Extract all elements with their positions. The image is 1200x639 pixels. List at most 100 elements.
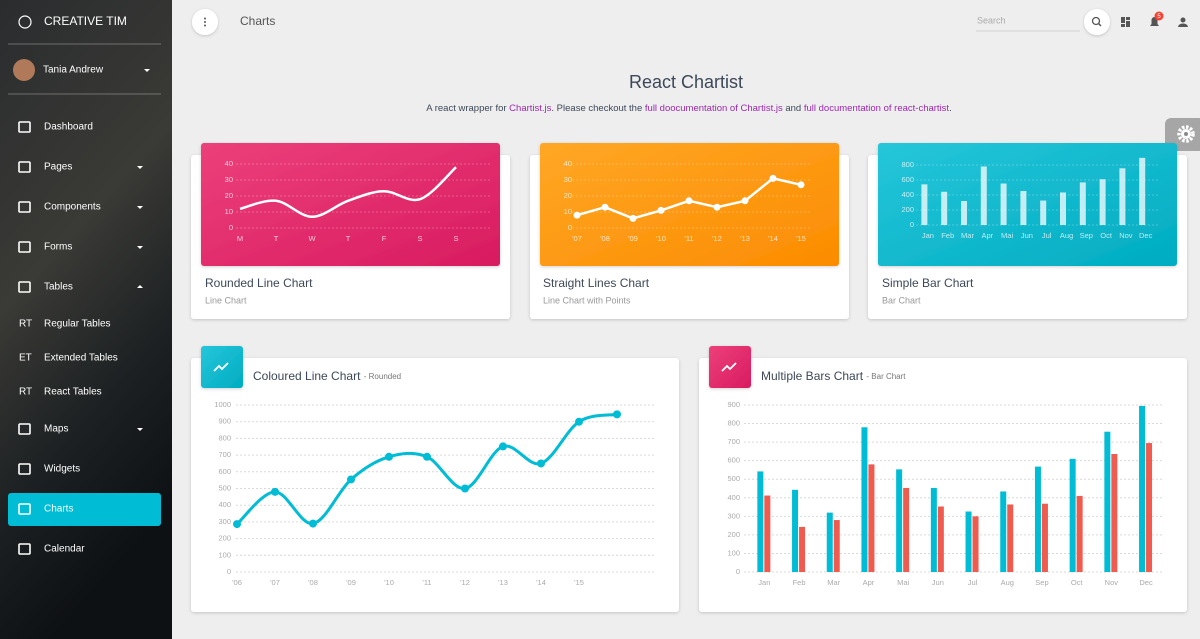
item-icon	[18, 503, 31, 515]
point	[385, 452, 393, 461]
y-tick-label: 200	[901, 205, 914, 214]
point	[629, 214, 637, 222]
menu-item[interactable]: Widgets	[44, 464, 80, 475]
menu-item[interactable]: Pages	[44, 162, 72, 173]
point	[233, 520, 241, 529]
bar	[833, 520, 840, 572]
x-tick-label: Aug	[1060, 231, 1073, 240]
item-icon	[18, 463, 31, 475]
menu-item[interactable]: Dashboard	[44, 122, 93, 133]
bar	[941, 191, 948, 225]
bar	[1060, 192, 1066, 225]
bar	[1146, 443, 1153, 572]
y-tick-label: 0	[229, 223, 233, 232]
caret	[137, 166, 143, 169]
x-tick-label: '12	[712, 234, 722, 243]
y-tick-label: 0	[568, 223, 572, 232]
y-tick-label: 600	[727, 456, 740, 465]
x-tick-label: Dec	[1139, 578, 1153, 587]
y-tick-label: 700	[218, 450, 231, 459]
x-tick-label: M	[237, 234, 243, 243]
brand[interactable]: CREATIVE TIM	[44, 14, 127, 28]
x-tick-label: F	[382, 234, 387, 243]
user-name[interactable]: Tania Andrew	[43, 65, 104, 76]
card-subtitle: Line Chart with Points	[543, 295, 631, 305]
y-tick-label: 30	[225, 175, 233, 184]
icon	[721, 362, 737, 372]
menu-item[interactable]: Forms	[44, 242, 72, 253]
gear-icon	[1184, 132, 1188, 136]
y-tick-label: 10	[225, 207, 233, 216]
link[interactable]: Chartist.js	[509, 103, 551, 114]
dashboard-icon[interactable]	[1121, 17, 1130, 27]
x-tick-label: '13	[498, 578, 508, 587]
user-icon[interactable]	[1178, 17, 1188, 28]
y-tick-label: 20	[564, 191, 572, 200]
menu-item[interactable]: Extended Tables	[44, 353, 118, 364]
bar	[1119, 168, 1126, 225]
menu-item[interactable]: Regular Tables	[44, 319, 111, 330]
item-abbr: RT	[19, 319, 32, 330]
icon	[204, 17, 206, 20]
bar	[792, 489, 799, 572]
x-tick-label: '15	[796, 234, 806, 243]
y-tick-label: 900	[727, 400, 740, 409]
bar	[1034, 466, 1041, 572]
menu-item[interactable]: Charts	[44, 504, 73, 515]
card	[191, 358, 679, 612]
x-tick-label: '08	[308, 578, 318, 587]
bar	[1079, 182, 1086, 225]
page-description: A react wrapper for Chartist.js. Please …	[426, 103, 951, 114]
x-tick-label: '12	[460, 578, 470, 587]
caret	[137, 206, 143, 209]
item-icon	[18, 161, 31, 173]
y-tick-label: 400	[218, 500, 231, 509]
menu-item[interactable]: Components	[44, 202, 101, 213]
card-title: Coloured Line Chart - Rounded	[253, 369, 401, 383]
bar	[1104, 431, 1111, 572]
y-tick-label: 900	[218, 417, 231, 426]
bar	[861, 427, 868, 572]
menu-item[interactable]: Tables	[44, 282, 73, 293]
link[interactable]: full doocumentation of Chartist.js	[645, 103, 783, 114]
x-tick-label: '15	[574, 578, 584, 587]
icon	[1091, 16, 1101, 26]
line	[239, 166, 457, 219]
card-subtitle: Bar Chart	[882, 295, 921, 305]
text: and	[783, 103, 804, 114]
bar	[903, 487, 910, 572]
x-tick-label: '08	[600, 234, 610, 243]
x-tick-label: Nov	[1105, 578, 1119, 587]
menu-item[interactable]: Calendar	[44, 544, 85, 555]
x-tick-label: Mai	[1001, 231, 1013, 240]
search-button[interactable]	[1084, 9, 1110, 35]
x-tick-label: Oct	[1100, 231, 1113, 240]
item-icon	[18, 281, 31, 293]
gear-icon	[1177, 125, 1195, 143]
bar	[921, 184, 928, 225]
bar	[1069, 458, 1076, 572]
link[interactable]: full documentation of react-chartist	[804, 103, 950, 114]
point	[657, 206, 665, 214]
caret	[144, 69, 150, 72]
x-tick-label: '07	[270, 578, 280, 587]
caret	[137, 285, 143, 288]
x-tick-label: T	[274, 234, 279, 243]
x-tick-label: Feb	[941, 231, 954, 240]
x-tick-label: Apr	[981, 231, 993, 240]
search-input[interactable]: Search	[977, 15, 1006, 25]
subtitle: - Bar Chart	[866, 372, 906, 381]
x-tick-label: Jun	[1021, 231, 1033, 240]
y-tick-label: 400	[901, 190, 914, 199]
menu-item[interactable]: React Tables	[44, 387, 102, 398]
menu-item[interactable]: Maps	[44, 424, 68, 435]
bar	[1111, 453, 1118, 572]
icon	[213, 362, 229, 372]
point	[601, 203, 609, 211]
bar	[826, 512, 833, 572]
card-header	[201, 143, 500, 266]
point	[769, 174, 777, 182]
x-tick-label: '06	[232, 578, 242, 587]
avatar	[13, 59, 35, 81]
y-tick-label: 700	[727, 437, 740, 446]
